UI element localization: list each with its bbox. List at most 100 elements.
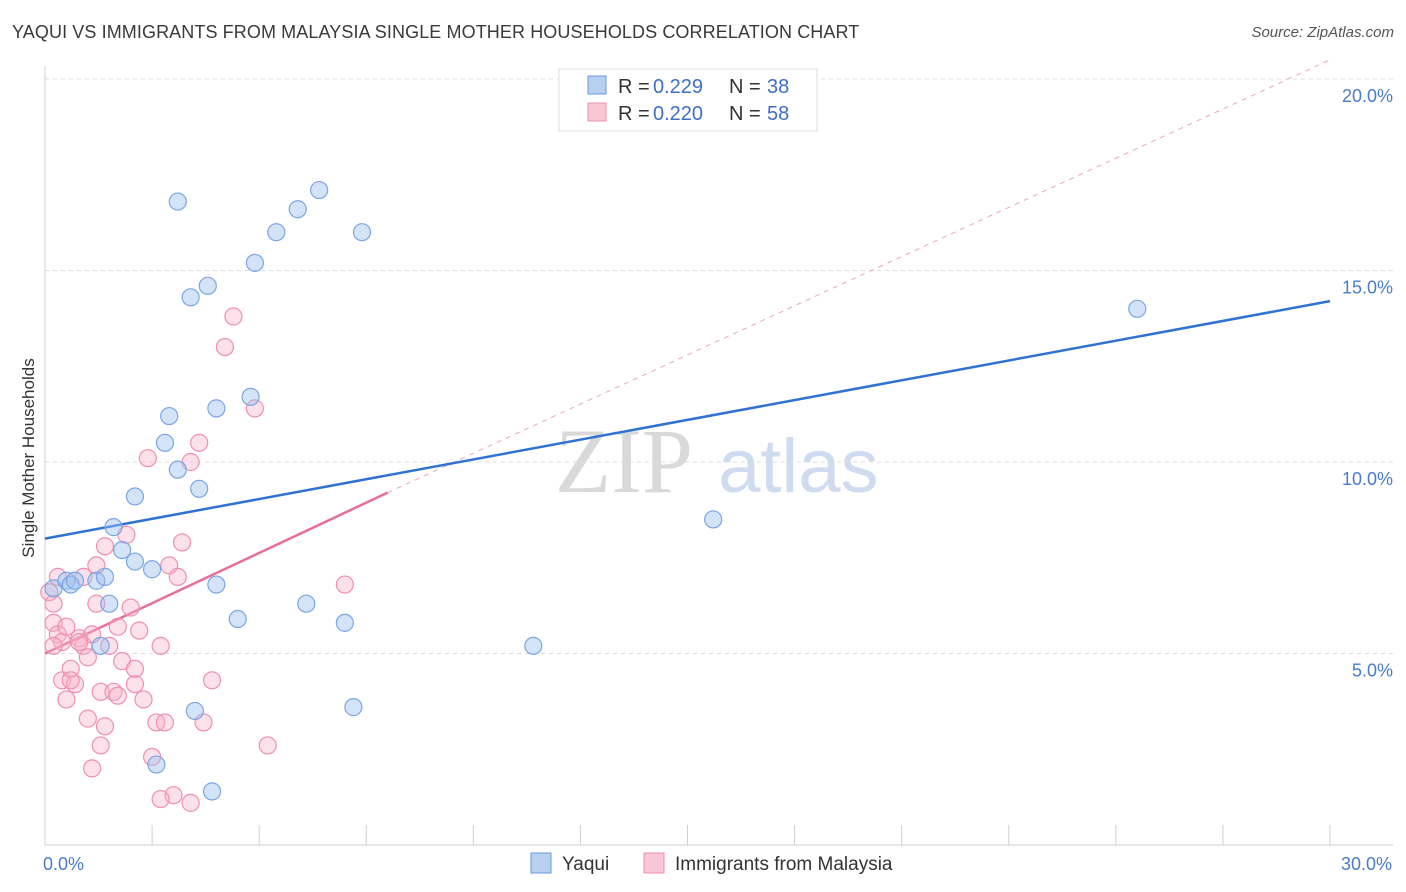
yaqui-point — [344, 698, 363, 717]
yaqui-point — [190, 479, 209, 498]
y-tick-label: 10.0% — [1342, 469, 1393, 489]
yaqui-point — [241, 387, 260, 406]
malaysia-point — [224, 307, 243, 326]
legend-r-value: 0.229 — [653, 76, 703, 98]
y-tick-label: 15.0% — [1342, 278, 1393, 298]
legend-n-value: 58 — [767, 103, 789, 125]
malaysia-point — [87, 594, 106, 613]
data-points — [40, 180, 1147, 812]
yaqui-point — [267, 223, 286, 242]
yaqui-point — [352, 223, 372, 242]
legend-n-label: N = — [729, 103, 761, 125]
malaysia-point — [108, 686, 127, 705]
malaysia-point — [91, 682, 110, 701]
yaqui-point — [297, 594, 316, 613]
yaqui-point — [100, 594, 119, 613]
malaysia-point — [151, 789, 170, 809]
yaqui-point — [87, 571, 106, 590]
malaysia-point — [125, 675, 145, 694]
malaysia-point — [44, 594, 63, 613]
yaqui-point — [207, 399, 226, 418]
malaysia-point — [190, 433, 209, 452]
yaqui-point — [185, 701, 205, 721]
legend-n-label: N = — [729, 76, 761, 98]
legend-r-value: 0.220 — [653, 103, 703, 125]
yaqui-point — [125, 552, 145, 571]
malaysia-point — [44, 636, 63, 655]
x-tick-label: 0.0% — [43, 854, 84, 874]
yaqui-point — [168, 192, 187, 211]
malaysia-point — [95, 537, 115, 556]
malaysia-point — [57, 617, 76, 636]
yaqui-point — [1128, 299, 1147, 318]
malaysia-point — [168, 567, 187, 587]
malaysia-point — [245, 399, 264, 418]
malaysia-point — [181, 793, 200, 812]
malaysia-point — [138, 449, 157, 468]
gridlines — [45, 78, 1393, 654]
bottom-legend-swatch-malaysia — [643, 852, 665, 874]
yaqui-point — [142, 560, 162, 579]
yaqui-point — [104, 518, 123, 537]
yaqui-point — [168, 460, 187, 479]
yaqui-point — [95, 567, 115, 587]
malaysia-point — [155, 713, 175, 732]
malaysia-point — [83, 759, 102, 778]
yaqui-trend-line — [44, 299, 1331, 540]
malaysia-point — [108, 617, 127, 636]
x-tick-label: 30.0% — [1341, 854, 1392, 874]
yaqui-point — [228, 609, 247, 629]
yaqui-point — [147, 755, 166, 774]
legend-n-value: 38 — [767, 76, 789, 98]
malaysia-point — [95, 717, 115, 736]
malaysia-point — [78, 709, 97, 728]
y-tick-label: 20.0% — [1342, 86, 1393, 106]
malaysia-point — [258, 736, 277, 755]
legend-swatch-malaysia — [587, 102, 607, 122]
yaqui-point — [198, 276, 217, 295]
yaqui-point — [155, 433, 175, 452]
stats-legend: R = 0.229 N = 38 R = 0.220 N = 58 — [558, 68, 818, 132]
malaysia-point — [70, 632, 89, 652]
legend-r-label: R = — [618, 76, 650, 98]
watermark-zip: ZIP — [555, 410, 693, 512]
malaysia-point — [134, 690, 153, 709]
malaysia-trend-extension — [387, 59, 1331, 494]
yaqui-point — [125, 487, 145, 506]
trend-lines — [44, 59, 1331, 655]
yaqui-point — [288, 200, 307, 219]
yaqui-point — [335, 613, 354, 632]
malaysia-point — [121, 598, 140, 617]
series-legend: Yaqui Immigrants from Malaysia — [530, 852, 893, 875]
yaqui-point — [160, 406, 179, 426]
malaysia-trend-line — [44, 491, 389, 655]
bottom-legend-malaysia: Immigrants from Malaysia — [675, 854, 893, 875]
yaqui-point — [207, 575, 226, 594]
malaysia-point — [78, 648, 97, 667]
malaysia-point — [91, 736, 110, 755]
malaysia-point — [151, 636, 170, 655]
yaqui-point — [112, 540, 132, 560]
malaysia-point — [202, 671, 222, 690]
watermark-atlas: atlas — [718, 424, 879, 509]
malaysia-point — [335, 575, 354, 594]
source-credit: Source: ZipAtlas.com — [1251, 24, 1394, 41]
y-tick-label: 5.0% — [1352, 661, 1393, 681]
yaqui-point — [65, 571, 85, 590]
malaysia-point — [125, 659, 145, 678]
chart-title: YAQUI VS IMMIGRANTS FROM MALAYSIA SINGLE… — [12, 22, 860, 42]
malaysia-point — [172, 533, 192, 552]
malaysia-point — [130, 621, 149, 640]
yaqui-point — [202, 782, 222, 801]
yaqui-point — [245, 253, 264, 272]
yaqui-point — [181, 288, 200, 307]
malaysia-point — [57, 690, 76, 709]
y-axis-label: Single Mother Households — [19, 358, 38, 557]
bottom-legend-swatch-yaqui — [530, 852, 552, 874]
yaqui-point — [310, 180, 329, 200]
malaysia-point — [215, 338, 234, 357]
bottom-legend-yaqui: Yaqui — [562, 854, 609, 875]
yaqui-point — [704, 510, 723, 529]
malaysia-point — [61, 671, 80, 690]
legend-swatch-yaqui — [587, 75, 607, 95]
